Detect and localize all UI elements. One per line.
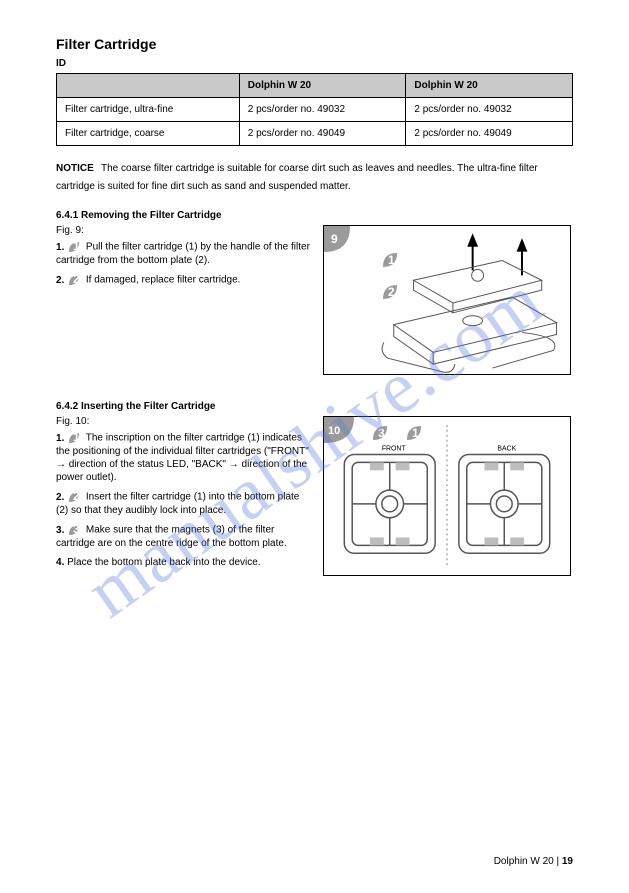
table-row: Filter cartridge, coarse 2 pcs/order no.…	[57, 122, 573, 146]
page: Filter Cartridge ID Dolphin W 20 Dolphin…	[0, 0, 629, 893]
figure-10: FRONT BACK 3 1 10	[323, 416, 571, 576]
table-row: Filter cartridge, ultra-fine 2 pcs/order…	[57, 98, 573, 122]
footer-page: 19	[562, 856, 573, 867]
remove-row: Fig. 9: 1 Pull the filter cartridge (1) …	[56, 225, 573, 385]
svg-text:9: 9	[331, 232, 338, 246]
fig9-callout-1: 1	[380, 250, 400, 270]
notice-body: The coarse filter cartridge is suitable …	[56, 163, 538, 192]
table-header-row: Dolphin W 20 Dolphin W 20	[57, 74, 573, 98]
leaf-icon: 3	[67, 523, 81, 537]
table-header-cell: Dolphin W 20	[239, 74, 406, 98]
id-label: ID	[56, 58, 573, 69]
table-cell: 2 pcs/order no. 49049	[239, 122, 406, 146]
insert-step-text: Place the bottom plate back into the dev…	[67, 557, 260, 568]
fig9-container: 1 2 9	[323, 225, 573, 385]
footer-product: Dolphin W 20	[494, 856, 554, 867]
figure-9: 1 2 9	[323, 225, 571, 375]
fig10-intro: Fig. 10:	[56, 416, 313, 427]
remove-step-text: Pull the filter cartridge (1) by the han…	[56, 242, 310, 266]
notice-block: NOTICE The coarse filter cartridge is su…	[56, 158, 573, 194]
fig10-corner-leaf: 10	[324, 417, 354, 443]
fig10-leaf-1: 1	[412, 426, 419, 440]
fig9-diagram	[324, 226, 570, 374]
table-cell: 2 pcs/order no. 49049	[406, 122, 573, 146]
table-cell: 2 pcs/order no. 49032	[239, 98, 406, 122]
leaf-icon: 2	[67, 273, 81, 287]
fig10-back-label: BACK	[497, 446, 516, 453]
insert-step: 1 The inscription on the filter cartridg…	[56, 431, 313, 484]
svg-text:2: 2	[73, 490, 80, 503]
insert-step: Place the bottom plate back into the dev…	[56, 556, 313, 569]
remove-text: Fig. 9: 1 Pull the filter cartridge (1) …	[56, 225, 313, 385]
fig10-callout-1: 1	[404, 423, 424, 443]
fig9-intro: Fig. 9:	[56, 225, 313, 236]
fig10-leaf-3: 3	[378, 426, 385, 440]
fig9-corner-leaf: 9	[324, 226, 350, 252]
svg-text:1: 1	[73, 431, 80, 444]
svg-text:2: 2	[73, 273, 80, 286]
leaf-icon: 2	[67, 490, 81, 504]
fig9-callout-2: 2	[380, 282, 400, 302]
table-header-cell	[57, 74, 240, 98]
fig10-diagram: FRONT BACK	[324, 417, 570, 575]
table-cell: 2 pcs/order no. 49032	[406, 98, 573, 122]
fig10-callout-3: 3	[370, 423, 390, 443]
insert-step-text: Make sure that the magnets (3) of the fi…	[56, 525, 287, 549]
insert-text: Fig. 10: 1 The inscription on the filter…	[56, 416, 313, 586]
leaf-icon: 1	[67, 431, 81, 445]
footer-sep: |	[554, 856, 562, 867]
page-footer: Dolphin W 20 | 19	[494, 856, 573, 867]
remove-step: 1 Pull the filter cartridge (1) by the h…	[56, 240, 313, 267]
table-cell: Filter cartridge, coarse	[57, 122, 240, 146]
insert-step-text: The inscription on the filter cartridge …	[56, 433, 309, 483]
table-cell: Filter cartridge, ultra-fine	[57, 98, 240, 122]
fig9-leaf-1: 1	[388, 253, 395, 267]
notice-title: NOTICE	[56, 163, 94, 174]
insert-step: 2 Insert the filter cartridge (1) into t…	[56, 490, 313, 517]
remove-step-text: If damaged, replace filter cartridge.	[86, 275, 241, 286]
insert-step: 3 Make sure that the magnets (3) of the …	[56, 523, 313, 550]
insert-step-text: Insert the filter cartridge (1) into the…	[56, 492, 299, 516]
section-title: Filter Cartridge	[56, 36, 573, 52]
filter-table: Dolphin W 20 Dolphin W 20 Filter cartrid…	[56, 73, 573, 146]
fig10-front-label: FRONT	[382, 446, 407, 453]
fig10-container: FRONT BACK 3 1 10	[323, 416, 573, 586]
fig9-leaf-2: 2	[388, 285, 395, 299]
subheading-remove: 6.4.1 Removing the Filter Cartridge	[56, 210, 573, 221]
svg-text:3: 3	[73, 523, 80, 536]
table-header-cell: Dolphin W 20	[406, 74, 573, 98]
svg-text:1: 1	[73, 240, 80, 253]
remove-step: 2 If damaged, replace filter cartridge.	[56, 273, 313, 287]
insert-row: Fig. 10: 1 The inscription on the filter…	[56, 416, 573, 586]
subheading-insert: 6.4.2 Inserting the Filter Cartridge	[56, 401, 573, 412]
leaf-icon: 1	[67, 240, 81, 254]
svg-text:10: 10	[328, 425, 340, 437]
